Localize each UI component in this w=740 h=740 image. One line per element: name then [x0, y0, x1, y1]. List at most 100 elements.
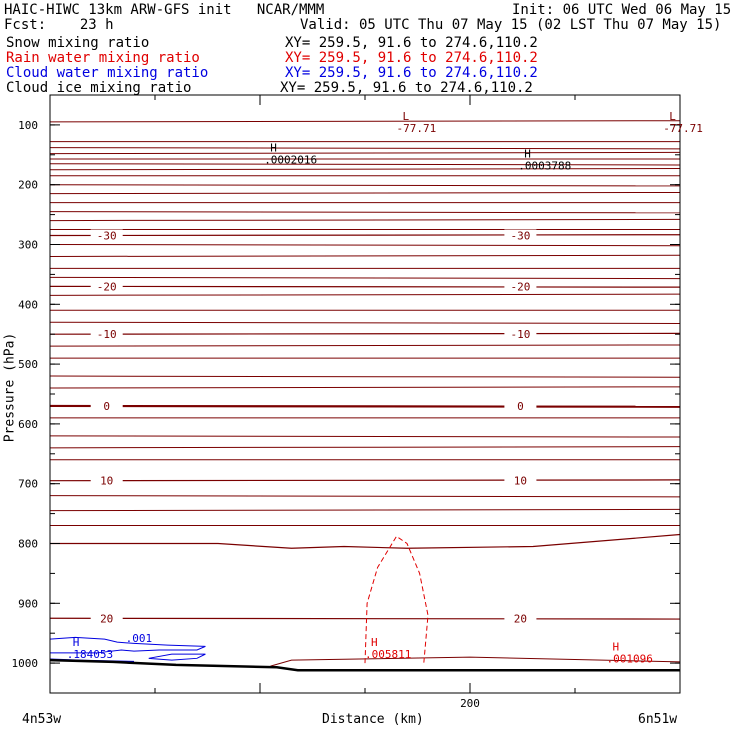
isotherm-line-surface — [270, 656, 681, 667]
contour-annotation: .001 — [126, 632, 153, 645]
extreme-marker-H: H — [524, 148, 531, 161]
contour-label: -10 — [97, 328, 117, 341]
rain-water-contour — [364, 535, 429, 664]
field-name-cloud-ice: Cloud ice mixing ratio — [6, 80, 192, 96]
y-tick-label: 100 — [18, 119, 38, 132]
field-xy-cloud-water: XY= 259.5, 91.6 to 274.6,110.2 — [285, 65, 538, 81]
contour-label-bg — [90, 280, 123, 293]
extreme-marker-H: H — [371, 636, 378, 649]
field-name-cloud-water: Cloud water mixing ratio — [6, 65, 209, 81]
field-name-snow: Snow mixing ratio — [6, 35, 150, 51]
extreme-value: -77.71 — [397, 122, 437, 135]
contour-label-bg — [90, 612, 123, 625]
contour-label-bg — [90, 229, 123, 242]
contour-label: 10 — [514, 475, 527, 488]
contour-label: -30 — [97, 230, 117, 243]
isotherm-0 — [49, 404, 681, 408]
isotherm-line — [49, 508, 681, 512]
isotherm-line — [49, 344, 681, 347]
contour-label-bg — [90, 474, 123, 487]
y-tick-label: 500 — [18, 358, 38, 371]
extreme-value: -77.71 — [663, 122, 703, 135]
contour-label-bg — [90, 399, 123, 412]
isotherm-line — [49, 254, 681, 257]
extreme-value: .001096 — [607, 652, 653, 665]
y-tick-label: 600 — [18, 418, 38, 431]
isotherm-line — [49, 211, 681, 214]
field-xy-cloud-ice: XY= 259.5, 91.6 to 274.6,110.2 — [280, 80, 533, 96]
isotherm-line — [49, 184, 681, 187]
extreme-marker-L: L — [669, 110, 676, 123]
isotherm--30 — [49, 234, 681, 237]
contour-label-bg — [504, 474, 537, 487]
cloud-water-contour — [49, 636, 206, 654]
valid-time: Valid: 05 UTC Thu 07 May 15 (02 LST Thu … — [300, 17, 722, 33]
isotherm-line — [49, 151, 681, 155]
y-tick-label: 800 — [18, 538, 38, 551]
forecast-hour: Fcst: 23 h — [4, 17, 114, 33]
cloud-water-contour-2 — [148, 653, 206, 661]
contour-label: -20 — [510, 280, 530, 293]
init-time: Init: 06 UTC Wed 06 May 15 — [512, 2, 732, 18]
contour-label: 20 — [100, 612, 113, 625]
isotherm-line — [49, 147, 681, 150]
contour-label: -20 — [97, 280, 117, 293]
extreme-value: .184053 — [67, 648, 113, 661]
y-tick-label: 200 — [18, 179, 38, 192]
model-title: HAIC-HIWC 13km ARW-GFS init NCAR/MMM — [4, 2, 325, 18]
isotherm-line — [49, 446, 681, 449]
extreme-marker-L: L — [403, 110, 410, 123]
contour-label: 20 — [514, 612, 527, 625]
isotherm-line-lower — [50, 533, 681, 549]
x-start-label: 4n53w — [22, 712, 62, 727]
extreme-marker-H: H — [73, 636, 80, 649]
contour-label-bg — [504, 612, 537, 625]
contour-label: 0 — [103, 400, 110, 413]
isotherm-line — [49, 276, 681, 280]
extreme-value: .0002016 — [264, 154, 317, 167]
field-xy-rain: XY= 259.5, 91.6 to 274.6,110.2 — [285, 50, 538, 66]
isotherm-line — [49, 293, 681, 296]
isotherm-line — [49, 386, 681, 389]
contour-label-bg — [504, 229, 537, 242]
contour-layer: -30 -30 -20 -20 -10 -10 0 0 10 10 20 20 — [49, 120, 681, 672]
isotherm-20 — [49, 617, 681, 620]
terrain-line — [49, 658, 680, 672]
isotherm-line — [49, 168, 681, 171]
y-tick-label: 300 — [18, 239, 38, 252]
extreme-value: .005811 — [365, 648, 411, 661]
contour-label: 10 — [100, 475, 113, 488]
isotherm-line — [49, 191, 681, 195]
x-end-label: 6n51w — [638, 712, 678, 727]
isotherm--20 — [49, 285, 681, 288]
isotherm--10 — [49, 332, 681, 335]
field-name-rain: Rain water mixing ratio — [6, 50, 200, 66]
contour-label: 0 — [517, 400, 524, 413]
y-tick-label: 700 — [18, 478, 38, 491]
extreme-marker-H: H — [270, 142, 277, 155]
contour-label-bg — [504, 399, 537, 412]
extreme-value: .0003788 — [518, 160, 571, 173]
y-tick-label: 400 — [18, 298, 38, 311]
isotherm-line — [49, 120, 681, 123]
contour-label-bg — [504, 328, 537, 341]
field-xy-snow: XY= 259.5, 91.6 to 274.6,110.2 — [285, 35, 538, 51]
y-tick-label: 900 — [18, 597, 38, 610]
annotation-layer: L-77.71L-77.71H.0002016 H.0003788H.184053… — [67, 110, 703, 665]
isotherm-line — [49, 163, 681, 166]
x-tick-label: 200 — [460, 697, 480, 710]
isotherm-line — [49, 435, 681, 438]
isotherm-10 — [49, 479, 681, 482]
contour-label-bg — [90, 328, 123, 341]
y-tick-label: 1000 — [12, 657, 39, 670]
contour-label: -30 — [510, 230, 530, 243]
isotherm-line — [49, 495, 681, 498]
y-axis-title: Pressure (hPa) — [2, 332, 18, 443]
isotherm-line — [49, 375, 681, 378]
isotherm-line — [49, 218, 681, 222]
x-axis-title: Distance (km) — [322, 712, 424, 727]
isotherm-line — [49, 244, 681, 247]
contour-label: -10 — [510, 328, 530, 341]
